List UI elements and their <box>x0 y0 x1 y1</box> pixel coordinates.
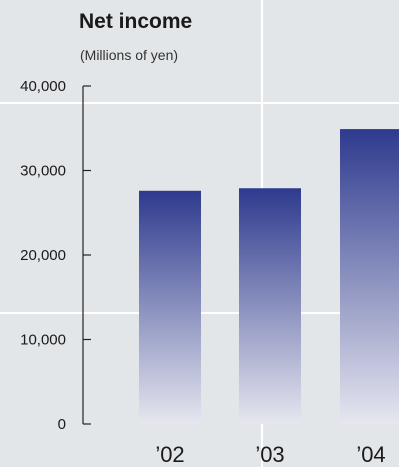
bar-1 <box>239 188 301 424</box>
x-category-label-1: ’03 <box>255 442 284 467</box>
bar-2 <box>340 129 399 424</box>
x-category-label-2: ’04 <box>356 442 385 467</box>
bar-0 <box>139 190 201 424</box>
chart-subtitle: (Millions of yen) <box>80 47 179 63</box>
y-tick-label-1: 10,000 <box>20 332 66 349</box>
y-tick-label-4: 40,000 <box>20 78 66 95</box>
y-tick-label-0: 0 <box>58 416 66 433</box>
x-category-label-0: ’02 <box>155 442 184 467</box>
y-tick-label-2: 20,000 <box>20 247 66 264</box>
chart-title: Net income <box>79 10 193 33</box>
y-tick-label-3: 30,000 <box>20 163 66 180</box>
